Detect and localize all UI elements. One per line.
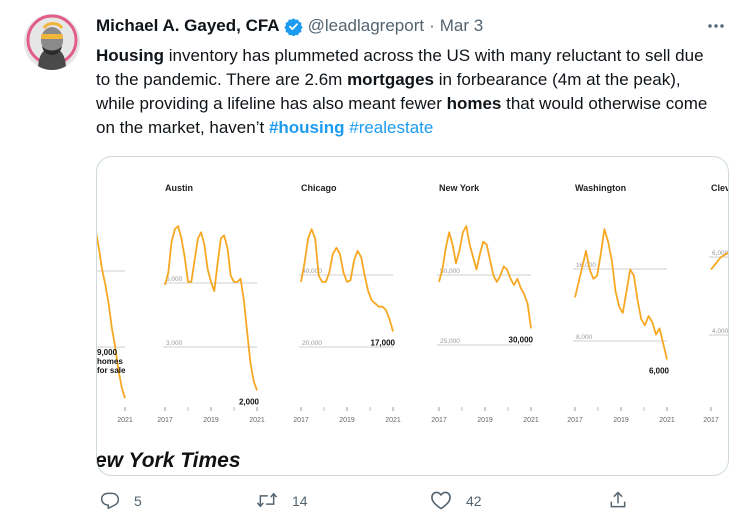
end-value-label: 6,000 [649,366,670,375]
avatar[interactable] [24,14,80,70]
x-tick-label: 2017 [293,417,309,424]
gridline-label: 16,000 [576,262,596,269]
author-name[interactable]: Michael A. Gayed, CFA [96,16,280,35]
tweet-header: Michael A. Gayed, CFA @leadlagreport · M… [96,14,483,38]
series-line [300,228,394,332]
reply-button[interactable]: 5 [100,486,142,516]
more-dots-icon[interactable] [704,14,728,38]
share-icon [608,490,628,513]
x-tick-label: 2019 [477,417,493,424]
gridline-label: 4,000 [712,328,728,335]
end-value-label: homes [97,357,123,366]
share-button[interactable] [608,486,628,516]
retweet-button[interactable]: 14 [256,486,308,516]
tweet-media-image[interactable]: 9,000 homes for sale 2021 Austin 6,000 3,000 2,… [96,156,729,476]
bold-keyword: mortgages [347,70,434,89]
city-label: Washington [575,183,626,193]
x-tick-label: 2017 [703,417,719,424]
tweet-actions: 5 14 42 [96,486,636,516]
like-icon [430,490,452,513]
hashtag-link[interactable]: #realestate [349,118,434,137]
gridline-label: 50,000 [440,268,460,275]
bold-keyword: Housing [96,46,164,65]
tweet-text-run: that would otherwise come on the market,… [96,94,708,137]
retweet-icon [256,490,278,513]
city-label: New York [439,183,480,193]
x-tick-label: 2017 [567,417,583,424]
series-line [710,251,728,271]
header-separator: · [429,16,435,35]
tweet-date[interactable]: Mar 3 [439,16,484,35]
chart-panel: Chicago 40,000 20,000 17,000 2017 2019 2021 [293,183,401,424]
x-tick-label: 2019 [613,417,629,424]
end-value-label: 30,000 [509,335,534,344]
gridline-label: 25,000 [440,338,460,345]
gridline-label: 40,000 [302,268,322,275]
series-line [574,228,668,360]
like-count: 42 [466,493,482,509]
gridline-label: 6,000 [166,276,183,283]
city-label: Chicago [301,183,337,193]
x-tick-label: 2021 [659,417,675,424]
x-tick-label: 2017 [431,417,447,424]
gridline-label: 8,000 [576,334,593,341]
end-value-label: 9,000 [97,348,118,357]
tweet-text: Housing inventory has plummeted across t… [96,44,711,140]
source-caption: ew York Times [97,449,241,472]
retweet-count: 14 [292,493,308,509]
x-tick-label: 2021 [249,417,265,424]
verified-badge-icon [283,17,303,36]
x-tick-label: 2021 [385,417,401,424]
gridline-label: 20,000 [302,340,322,347]
gridline-label: 3,000 [166,340,183,347]
tweet-text-run: inventory has plummeted across the US wi… [96,46,704,89]
x-tick-label: 2017 [157,417,173,424]
end-value-label: 17,000 [371,339,396,348]
chart-panel: Austin 6,000 3,000 2,000 2017 2019 2021 [157,183,265,424]
series-line [438,225,532,329]
author-handle[interactable]: @leadlagreport [307,16,425,35]
hashtag-link[interactable]: #housing [268,118,345,137]
chart-panel: Washington 16,000 8,000 6,000 2017 2019 2021 [567,183,675,424]
chart-panel: Clev 6,000 4,000 2017 [703,183,728,424]
bold-keyword: homes [446,94,502,113]
tweet-text-run: in forbearance (4m at the peak), while p… [96,70,681,113]
chart-panel: New York 50,000 25,000 30,000 2017 2019 2021 [431,183,539,424]
reply-count: 5 [134,493,142,509]
city-label: Austin [165,183,193,193]
end-value-label: for sale [97,366,126,375]
x-tick-label: 2021 [117,417,133,424]
x-tick-label: 2021 [523,417,539,424]
like-button[interactable]: 42 [430,486,482,516]
end-value-label: 2,000 [239,397,260,406]
gridline-label: 6,000 [712,250,728,257]
series-line [164,225,258,391]
x-tick-label: 2019 [339,417,355,424]
x-tick-label: 2019 [203,417,219,424]
reply-icon [100,490,120,513]
series-line [97,232,126,399]
city-label: Clev [711,183,728,193]
